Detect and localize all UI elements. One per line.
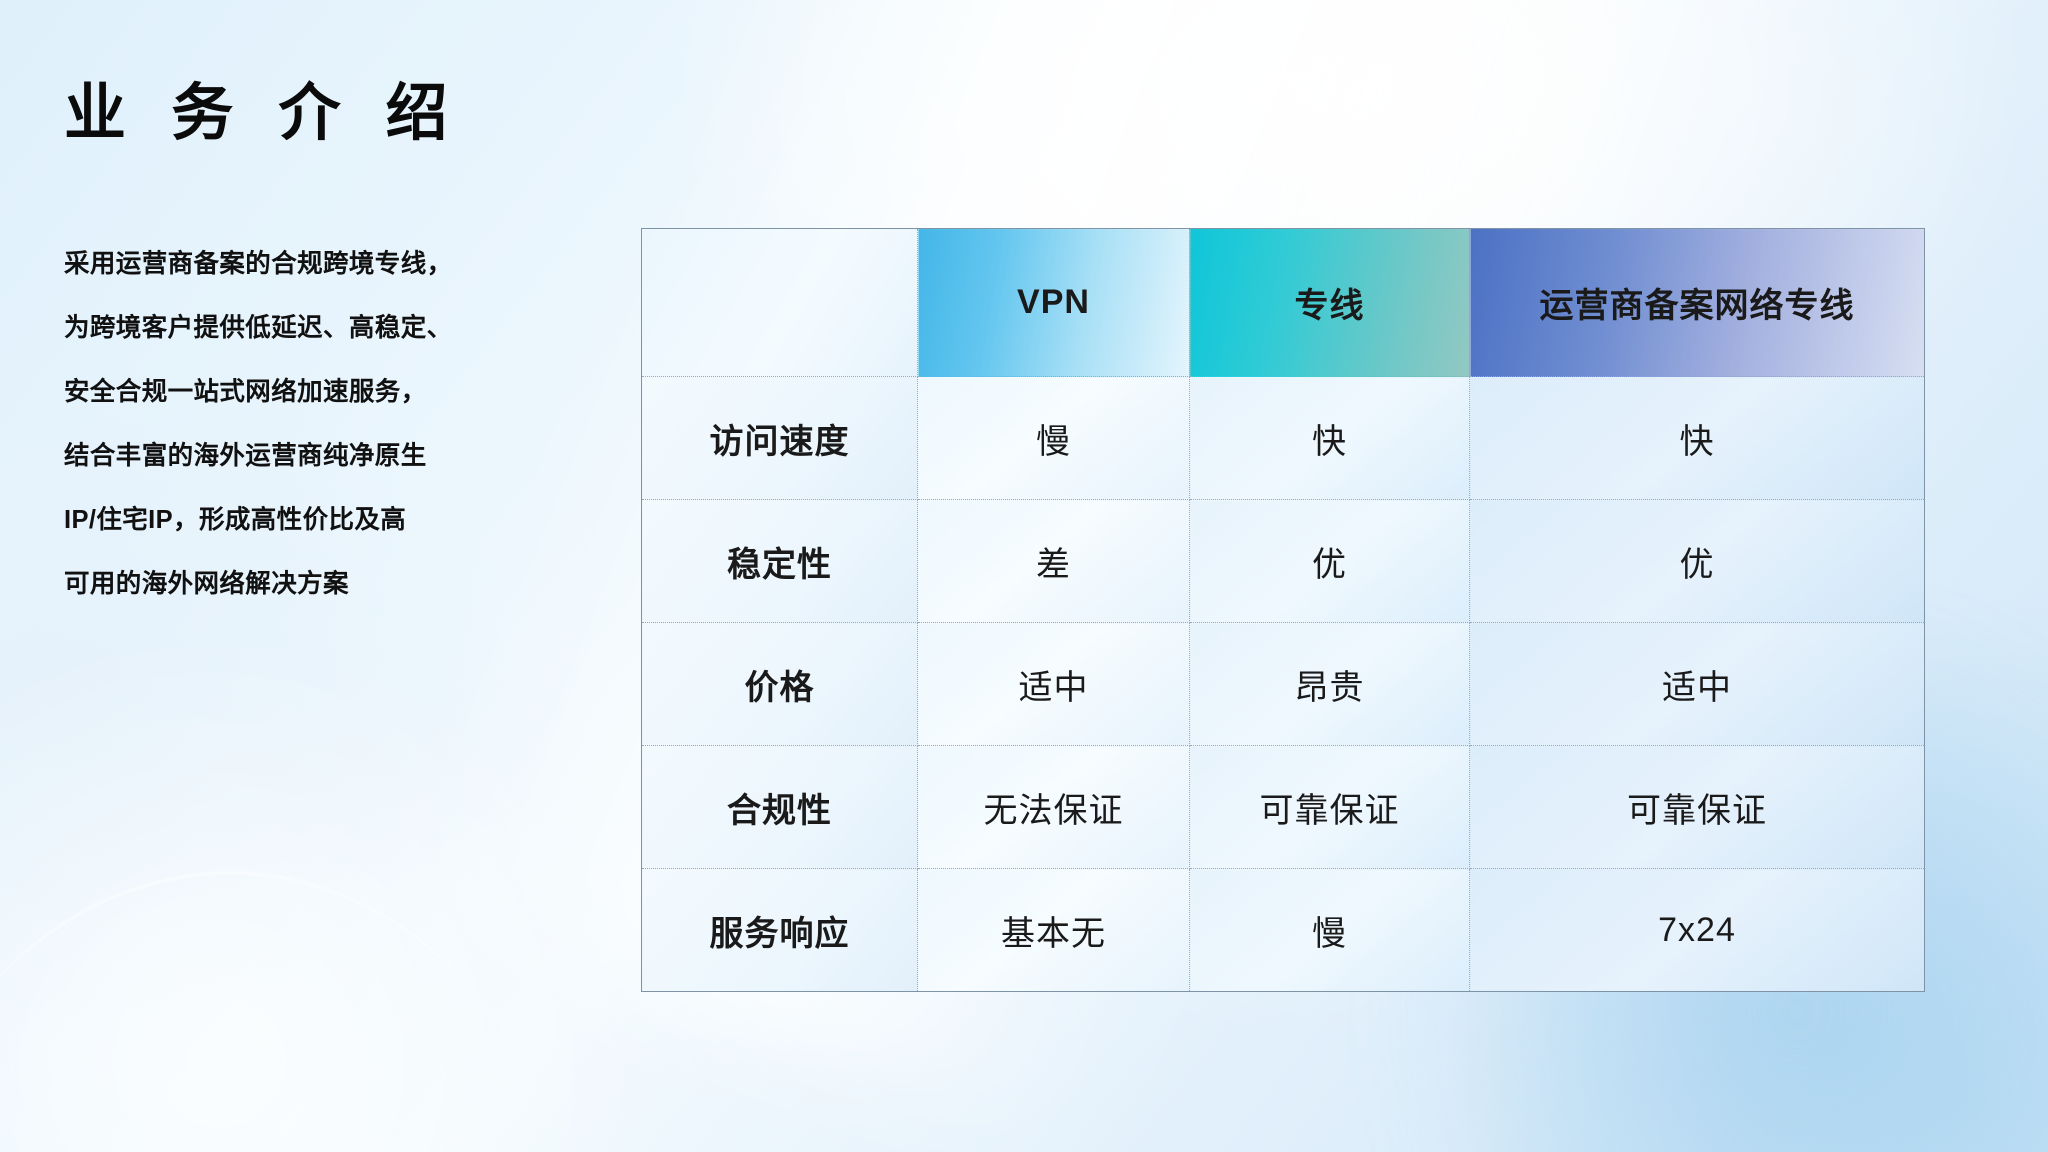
row-label: 价格 bbox=[641, 622, 918, 746]
table-header-carrier-line: 运营商备案网络专线 bbox=[1469, 228, 1925, 377]
comparison-table: VPN 专线 运营商备案网络专线 访问速度 慢 快 快 稳定性 差 优 优 价格… bbox=[641, 228, 1925, 992]
table-row: 合规性 无法保证 可靠保证 可靠保证 bbox=[641, 745, 1925, 869]
row-label: 服务响应 bbox=[641, 868, 918, 992]
intro-line: 结合丰富的海外运营商纯净原生 bbox=[64, 442, 427, 470]
page-title: 业 务 介 绍 bbox=[64, 79, 462, 148]
table-header-blank bbox=[641, 228, 918, 377]
row-label: 稳定性 bbox=[641, 499, 918, 623]
row-label: 访问速度 bbox=[641, 376, 918, 500]
table-header-vpn: VPN bbox=[917, 228, 1190, 377]
row-value-dedicated-line: 昂贵 bbox=[1189, 622, 1470, 746]
row-value-vpn: 基本无 bbox=[917, 868, 1190, 992]
table-header-row: VPN 专线 运营商备案网络专线 bbox=[641, 228, 1925, 377]
row-value-vpn: 慢 bbox=[917, 376, 1190, 500]
row-value-vpn: 无法保证 bbox=[917, 745, 1190, 869]
row-value-carrier-line: 7x24 bbox=[1469, 868, 1925, 992]
intro-line: 采用运营商备案的合规跨境专线， bbox=[64, 250, 453, 278]
table-row: 稳定性 差 优 优 bbox=[641, 499, 1925, 623]
row-value-dedicated-line: 优 bbox=[1189, 499, 1470, 623]
row-value-dedicated-line: 慢 bbox=[1189, 868, 1470, 992]
row-value-dedicated-line: 快 bbox=[1189, 376, 1470, 500]
table-row: 访问速度 慢 快 快 bbox=[641, 376, 1925, 500]
row-value-vpn: 适中 bbox=[917, 622, 1190, 746]
intro-paragraph: 采用运营商备案的合规跨境专线， 为跨境客户提供低延迟、高稳定、 安全合规一站式网… bbox=[64, 232, 624, 616]
row-value-carrier-line: 优 bbox=[1469, 499, 1925, 623]
table-header-dedicated-line: 专线 bbox=[1189, 228, 1470, 377]
intro-line: 为跨境客户提供低延迟、高稳定、 bbox=[64, 314, 453, 342]
row-value-carrier-line: 适中 bbox=[1469, 622, 1925, 746]
table-row: 服务响应 基本无 慢 7x24 bbox=[641, 868, 1925, 992]
row-value-vpn: 差 bbox=[917, 499, 1190, 623]
row-value-dedicated-line: 可靠保证 bbox=[1189, 745, 1470, 869]
row-label: 合规性 bbox=[641, 745, 918, 869]
row-value-carrier-line: 可靠保证 bbox=[1469, 745, 1925, 869]
intro-line: 可用的海外网络解决方案 bbox=[64, 570, 349, 598]
row-value-carrier-line: 快 bbox=[1469, 376, 1925, 500]
intro-line: 安全合规一站式网络加速服务， bbox=[64, 378, 427, 406]
intro-line: IP/住宅IP，形成高性价比及高 bbox=[64, 506, 407, 534]
table-row: 价格 适中 昂贵 适中 bbox=[641, 622, 1925, 746]
